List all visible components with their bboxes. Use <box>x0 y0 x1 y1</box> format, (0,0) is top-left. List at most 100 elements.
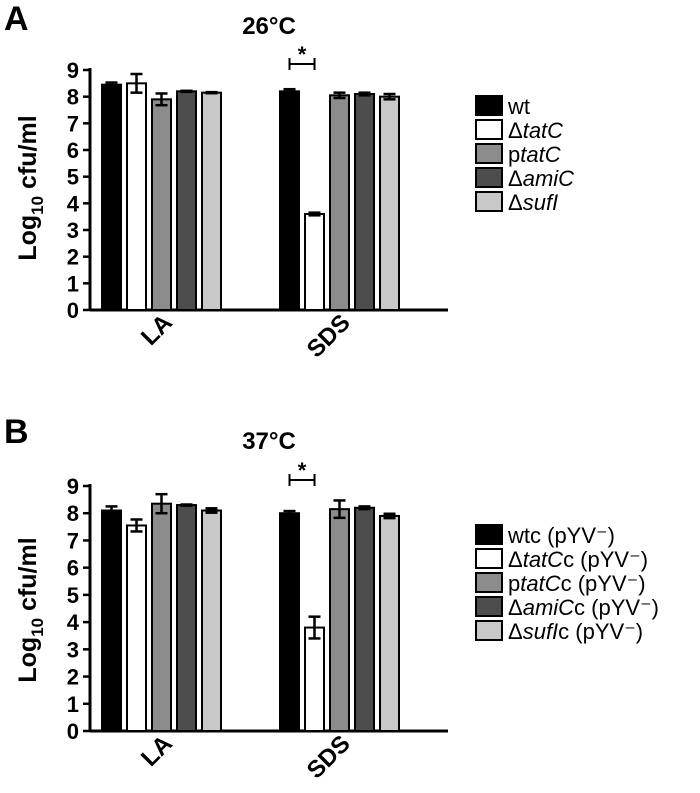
legend-swatch-b-2 <box>475 572 503 593</box>
legend-label-italic: tatC <box>520 571 560 596</box>
y-tick-label-b: 1 <box>67 692 79 717</box>
legend-swatch-b-1 <box>475 548 503 569</box>
legend-swatch-b-3 <box>475 596 503 617</box>
legend-b: wtc (pYV⁻)ΔtatCc (pYV⁻)ptatCc (pYV⁻)Δami… <box>475 523 659 644</box>
legend-label-b-4: ΔsufIc (pYV⁻) <box>508 619 643 644</box>
legend-label-suffix: c (pYV⁻) <box>563 547 648 572</box>
bar-b-0-3 <box>176 504 197 732</box>
legend-label-suffix: wt <box>507 94 530 119</box>
category-label-b: LA <box>136 730 178 772</box>
bar-a-1-4 <box>379 95 400 311</box>
bar-b-1-3 <box>354 506 375 732</box>
legend-label-italic: tatC <box>520 142 560 167</box>
y-tick-label-b: 2 <box>67 665 79 690</box>
legend-label-a-4: ΔsufI <box>508 190 558 215</box>
y-axis-label-a: Log10 cfu/ml <box>14 115 47 260</box>
legend-label-text: Δ <box>508 547 523 572</box>
category-label-a: LA <box>136 309 178 351</box>
bar-a-1-3 <box>354 93 375 311</box>
panel-letter-b: B <box>4 413 29 451</box>
legend-label-italic: tatC <box>523 118 563 143</box>
bar-b-1-2 <box>329 508 350 732</box>
bar-b-0-2 <box>151 502 172 733</box>
y-tick-label-a: 4 <box>67 191 80 216</box>
bar-a-1-0 <box>279 90 300 312</box>
legend-label-text: Δ <box>508 166 523 191</box>
legend-swatch-a-4 <box>475 191 503 212</box>
legend-swatch-a-0 <box>475 95 503 116</box>
y-tick-label-b: 4 <box>67 610 80 635</box>
legend-label-b-1: ΔtatCc (pYV⁻) <box>508 547 648 572</box>
chart-title-b: 37°C <box>242 428 296 455</box>
y-tick-label-a: 5 <box>67 165 79 190</box>
legend-label-text: p <box>508 571 520 596</box>
y-tick-label-a: 1 <box>67 271 79 296</box>
legend-label-b-0: wtc (pYV⁻) <box>507 523 615 548</box>
bar-b-0-0 <box>101 509 122 732</box>
y-tick-label-b: 6 <box>67 556 79 581</box>
bar-a-0-1 <box>126 82 147 312</box>
legend-swatch-b-4 <box>475 620 503 641</box>
legend-label-text: Δ <box>508 190 523 215</box>
bar-a-1-2 <box>329 94 350 312</box>
bar-a-0-4 <box>201 91 222 311</box>
legend-label-text: Δ <box>508 118 523 143</box>
bar-a-0-3 <box>176 90 197 312</box>
legend-label-b-2: ptatCc (pYV⁻) <box>508 571 646 596</box>
legend-swatch-a-2 <box>475 143 503 164</box>
legend-label-a-1: ΔtatC <box>508 118 563 143</box>
category-label-a: SDS <box>302 309 356 363</box>
category-label-b: SDS <box>302 730 356 784</box>
legend-label-a-2: ptatC <box>508 142 561 167</box>
bar-b-1-0 <box>279 512 300 732</box>
legend-label-b-3: ΔamiCc (pYV⁻) <box>508 595 659 620</box>
y-tick-label-a: 6 <box>67 138 79 163</box>
y-tick-label-a: 0 <box>67 298 79 323</box>
legend-label-italic: amiC <box>523 595 574 620</box>
y-tick-label-b: 3 <box>67 637 79 662</box>
bar-b-1-4 <box>379 514 400 733</box>
y-tick-label-b: 7 <box>67 528 79 553</box>
legend-label-suffix: c (pYV⁻) <box>574 595 659 620</box>
bar-b-0-1 <box>126 524 147 732</box>
y-tick-label-a: 8 <box>67 85 79 110</box>
chart-title-a: 26°C <box>242 13 296 40</box>
y-tick-label-b: 8 <box>67 501 79 526</box>
bar-b-1-1 <box>304 626 325 732</box>
y-tick-label-b: 9 <box>67 474 79 499</box>
y-tick-label-b: 5 <box>67 583 79 608</box>
legend-swatch-a-3 <box>475 167 503 188</box>
legend-label-text: wtc (pYV⁻) <box>507 523 615 548</box>
legend-label-text: p <box>508 142 520 167</box>
legend-label-suffix: c (pYV⁻) <box>558 619 643 644</box>
legend-label-suffix: c (pYV⁻) <box>561 571 646 596</box>
legend-label-italic: sufI <box>523 619 558 644</box>
y-axis-label-b: Log10 cfu/ml <box>14 537 47 682</box>
legend-label-a-0: wt <box>507 94 530 119</box>
significance-star-b: * <box>298 458 307 483</box>
legend-swatch-b-0 <box>475 524 503 545</box>
panel-letter-a: A <box>4 0 29 38</box>
legend-label-text: Δ <box>508 619 523 644</box>
bar-a-0-2 <box>151 98 172 312</box>
legend-label-italic: sufI <box>523 190 558 215</box>
legend-swatch-a-1 <box>475 119 503 140</box>
y-tick-label-a: 9 <box>67 58 79 83</box>
legend-label-italic: tatC <box>523 547 563 572</box>
bar-a-0-0 <box>101 83 122 311</box>
bar-a-1-1 <box>304 213 325 311</box>
legend-label-italic: amiC <box>523 166 574 191</box>
y-tick-label-a: 2 <box>67 245 79 270</box>
y-tick-label-a: 3 <box>67 218 79 243</box>
y-tick-label-b: 0 <box>67 719 79 744</box>
bar-b-0-4 <box>201 509 222 732</box>
legend-label-text: Δ <box>508 595 523 620</box>
significance-star-a: * <box>298 42 307 67</box>
y-tick-label-a: 7 <box>67 111 79 136</box>
